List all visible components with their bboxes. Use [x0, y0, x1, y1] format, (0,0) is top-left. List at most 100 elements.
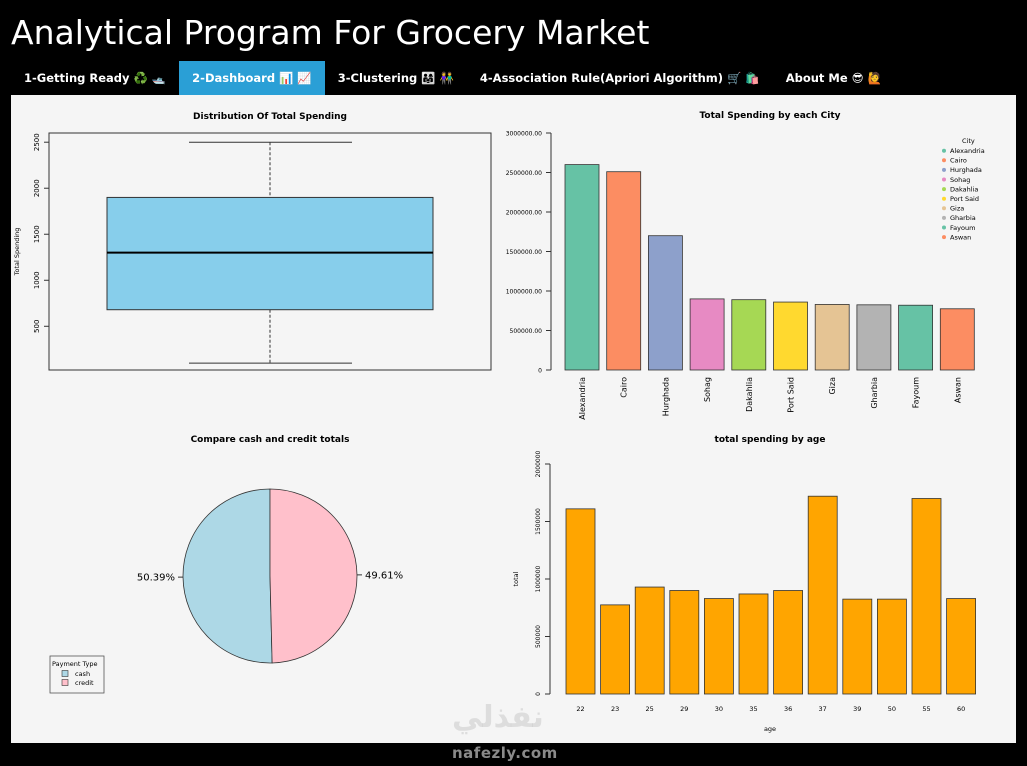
city-legend-label: Sohag [950, 176, 970, 184]
boxplot-y-tick-label: 1500 [33, 225, 41, 243]
tab-about-me[interactable]: About Me 😎 🙋 [785, 71, 882, 85]
tab-dashboard[interactable]: 2-Dashboard 📊 📈 [179, 61, 325, 95]
boxplot-y-tick-label: 1000 [33, 271, 41, 289]
age-bar [565, 508, 596, 695]
city-x-tick-label: Sohag [703, 377, 712, 402]
age-x-tick-label: 35 [749, 705, 757, 713]
city-x-tick-label: Aswan [953, 377, 962, 403]
city-y-tick-label: 2000000.00 [506, 210, 542, 217]
age-x-tick-label: 30 [715, 705, 723, 713]
city-y-tick-label: 0 [538, 368, 542, 375]
city-bar [856, 304, 892, 371]
age-bar [946, 598, 976, 695]
city-x-tick-label: Cairo [620, 377, 629, 398]
city-x-tick-label: Dakahlia [745, 377, 754, 412]
age-x-tick-label: 36 [784, 705, 792, 713]
boxplot-y-tick-label: 2000 [33, 179, 41, 197]
age-bar [738, 593, 769, 695]
city-bar [814, 304, 850, 371]
pie-slice [269, 488, 358, 664]
age-y-tick-label: 500000 [535, 625, 542, 648]
age-y-tick-label: 0 [535, 692, 542, 696]
boxplot-y-tick-label: 2500 [33, 133, 41, 151]
boxplot-y-tick-label: 500 [33, 320, 41, 333]
city-legend-label: Aswan [950, 233, 971, 241]
city-legend-swatch [942, 167, 946, 172]
city-legend-swatch [942, 187, 946, 192]
city-y-tick-label: 2500000.00 [506, 170, 542, 177]
age-bar [704, 598, 734, 695]
city-y-tick-label: 1500000.00 [506, 249, 542, 256]
age-bar [842, 598, 873, 695]
city-x-tick-label: Fayoum [912, 377, 921, 408]
pie-percent-label: 50.39% [137, 573, 175, 584]
city-legend-label: Dakahlia [950, 185, 978, 193]
city-x-tick-label: Alexandria [578, 377, 587, 420]
age-x-tick-label: 60 [957, 705, 965, 713]
city-legend-swatch [942, 177, 946, 182]
city-bar [939, 308, 975, 371]
pie-legend-label: credit [75, 679, 94, 687]
pie-legend-swatch [61, 670, 69, 677]
tab-getting-ready[interactable]: 1-Getting Ready ♻️ 🛥️ [24, 71, 167, 85]
watermark-domain: nafezly.com [452, 744, 558, 762]
city-legend-label: Gharbia [950, 214, 976, 222]
age-y-tick-label: 1000000 [535, 565, 542, 592]
age-chart-title: total spending by age [715, 435, 826, 445]
pie-percent-label: 49.61% [365, 570, 403, 581]
city-bar [773, 301, 808, 371]
city-legend-title: City [962, 137, 975, 145]
boxplot-y-label: Total Spending [13, 228, 21, 277]
age-x-tick-label: 23 [611, 705, 619, 713]
age-y-tick-label: 1500000 [535, 508, 542, 535]
age-bar [877, 598, 907, 695]
city-chart-title: Total Spending by each City [699, 111, 840, 121]
tab-clustering[interactable]: 3-Clustering 👨‍👩‍👧 👫 [337, 71, 454, 85]
city-x-tick-label: Gharbia [870, 377, 879, 409]
city-legend-label: Port Said [950, 195, 979, 203]
app-title: Analytical Program For Grocery Market [11, 13, 650, 52]
age-x-tick-label: 55 [922, 705, 930, 713]
dashboard-charts: Distribution Of Total Spending5001000150… [13, 111, 985, 733]
age-y-label: total [512, 571, 520, 586]
pie-slice [182, 488, 273, 664]
age-x-tick-label: 22 [576, 705, 584, 713]
city-bar [689, 298, 725, 371]
city-bar [606, 171, 642, 371]
pie-legend-box [49, 655, 105, 694]
city-legend-swatch [942, 206, 946, 211]
age-x-tick-label: 37 [819, 705, 827, 713]
city-x-tick-label: Giza [828, 377, 837, 395]
dashboard-panel: Distribution Of Total Spending 500 1000 150… [11, 95, 1016, 743]
age-bar [669, 590, 700, 695]
city-y-tick-label: 3000000.00 [506, 131, 542, 138]
city-legend-swatch [942, 158, 946, 163]
city-legend-label: Giza [950, 205, 964, 213]
age-y-tick-label: 2000000 [535, 450, 542, 477]
age-bar [600, 604, 630, 695]
city-legend-label: Cairo [950, 157, 967, 165]
pie-legend-label: cash [75, 670, 90, 678]
age-x-tick-label: 25 [646, 705, 654, 713]
tab-association-rule[interactable]: 4-Association Rule(Apriori Algorithm) 🛒 … [479, 71, 760, 85]
age-x-tick-label: 50 [888, 705, 896, 713]
pie-legend-title: Payment Type [52, 660, 97, 668]
age-x-tick-label: 29 [680, 705, 688, 713]
tab-bar: 1-Getting Ready ♻️ 🛥️ 2-Dashboard 📊 📈 3-… [11, 61, 895, 95]
age-bar [773, 590, 803, 695]
city-legend-swatch [942, 148, 946, 153]
city-bar [648, 235, 683, 371]
city-legend-label: Fayoum [950, 224, 975, 232]
age-bar [634, 586, 665, 695]
city-legend-swatch [942, 235, 946, 240]
city-bar [898, 304, 933, 371]
city-y-tick-label: 1000000.00 [506, 289, 542, 296]
age-x-tick-label: 39 [853, 705, 861, 713]
age-bar [807, 495, 838, 695]
city-x-tick-label: Hurghada [661, 377, 670, 416]
city-legend-label: Alexandria [950, 147, 985, 155]
city-bar [731, 299, 767, 371]
city-legend-swatch [942, 225, 946, 230]
city-legend-swatch [942, 215, 946, 220]
city-x-tick-label: Port Said [787, 377, 796, 413]
